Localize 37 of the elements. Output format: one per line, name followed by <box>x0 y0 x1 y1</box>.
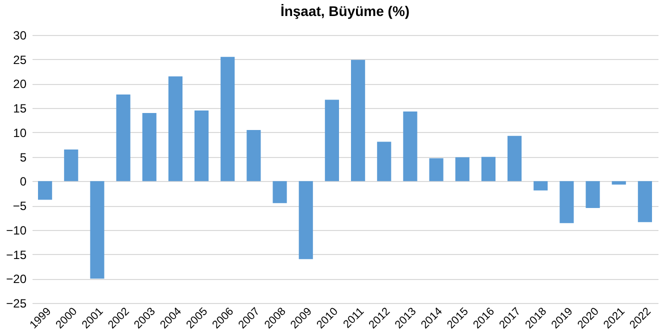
bar <box>64 150 78 182</box>
bar <box>560 181 574 224</box>
y-tick-label: 30 <box>13 28 27 42</box>
y-tick-label: −10 <box>6 223 27 238</box>
bar <box>377 142 392 182</box>
bar <box>38 181 52 200</box>
bar <box>90 181 104 279</box>
bar <box>324 100 339 182</box>
y-tick-label: −20 <box>6 272 27 286</box>
bar <box>272 181 287 204</box>
bar <box>481 156 496 182</box>
bar <box>168 76 182 182</box>
bar <box>403 112 418 182</box>
y-tick-label: 10 <box>13 126 27 140</box>
y-tick-label: 5 <box>20 150 27 164</box>
bar <box>351 60 366 182</box>
bar <box>455 157 470 182</box>
y-tick-label: −15 <box>6 248 27 262</box>
bar <box>246 130 261 182</box>
y-tick-label: −25 <box>6 296 27 310</box>
bar <box>508 136 522 182</box>
bar <box>298 181 313 260</box>
bar <box>116 94 130 182</box>
y-tick-label: 25 <box>13 52 27 67</box>
bar <box>142 112 156 182</box>
bar <box>220 56 235 182</box>
bar <box>586 181 600 208</box>
bar <box>534 181 548 190</box>
y-tick-label: −5 <box>12 199 27 214</box>
y-tick-label: 15 <box>13 102 27 116</box>
bar <box>638 181 652 222</box>
bar <box>612 181 626 185</box>
y-tick-label: 20 <box>13 77 27 92</box>
bar <box>194 110 209 182</box>
bar <box>429 158 444 182</box>
chart-title: İnşaat, Büyüme (%) <box>280 3 410 19</box>
y-tick-label: 0 <box>20 174 27 189</box>
